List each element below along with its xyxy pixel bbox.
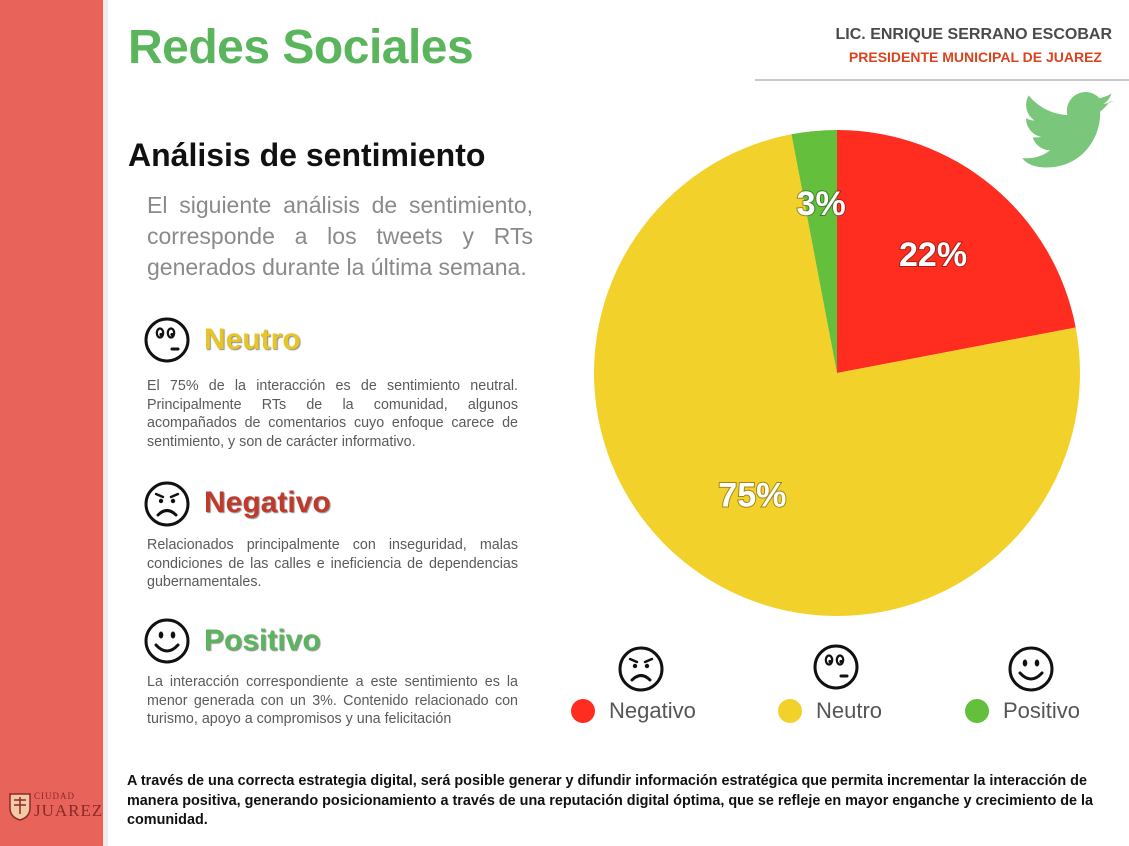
neutral-title: Neutro: [204, 323, 301, 357]
pie-label-positivo: 3%: [797, 185, 846, 223]
legend-neutral-face-icon: [812, 643, 860, 691]
negative-title: Negativo: [204, 486, 331, 520]
page-title: Redes Sociales: [128, 20, 473, 75]
legend-dot-positivo: [965, 699, 989, 723]
legend-label-positivo: Positivo: [1003, 698, 1080, 724]
negative-description: Relacionados principalmente con inseguri…: [147, 536, 518, 592]
header-divider: [755, 79, 1129, 81]
happy-face-icon: [143, 617, 191, 665]
logo-name-text: JUAREZ: [34, 801, 103, 821]
positive-title: Positivo: [204, 624, 321, 658]
logo-city-text: CIUDAD: [34, 791, 75, 801]
legend-item-negativo: Negativo: [571, 697, 696, 725]
legend-item-neutro: Neutro: [778, 697, 882, 725]
section-intro: El siguiente análisis de sentimiento, co…: [147, 190, 533, 283]
side-divider: [103, 0, 108, 846]
legend-label-neutro: Neutro: [816, 698, 882, 724]
official-name: LIC. ENRIQUE SERRANO ESCOBAR: [836, 26, 1112, 44]
official-role: PRESIDENTE MUNICIPAL DE JUAREZ: [849, 49, 1102, 65]
city-seal-icon: [8, 791, 32, 821]
section-title: Análisis de sentimiento: [128, 137, 485, 174]
side-bar: [0, 0, 103, 846]
legend-happy-face-icon: [1007, 645, 1055, 693]
ciudad-juarez-logo: CIUDAD JUAREZ: [4, 787, 98, 827]
neutral-face-icon: [143, 316, 191, 364]
legend-label-negativo: Negativo: [609, 698, 696, 724]
sad-face-icon: [143, 480, 191, 528]
legend-dot-negativo: [571, 699, 595, 723]
sentiment-pie-chart: 22% 75% 3%: [570, 110, 1100, 630]
positive-description: La interacción correspondiente a este se…: [147, 673, 518, 729]
neutral-description: El 75% de la interacción es de sentimien…: [147, 377, 518, 451]
legend-sad-face-icon: [617, 645, 665, 693]
legend-dot-neutro: [778, 699, 802, 723]
footer-conclusion: A través de una correcta estrategia digi…: [127, 772, 1111, 831]
pie-label-negativo: 22%: [899, 236, 967, 274]
pie-label-neutro: 75%: [718, 477, 786, 515]
legend-item-positivo: Positivo: [965, 697, 1080, 725]
